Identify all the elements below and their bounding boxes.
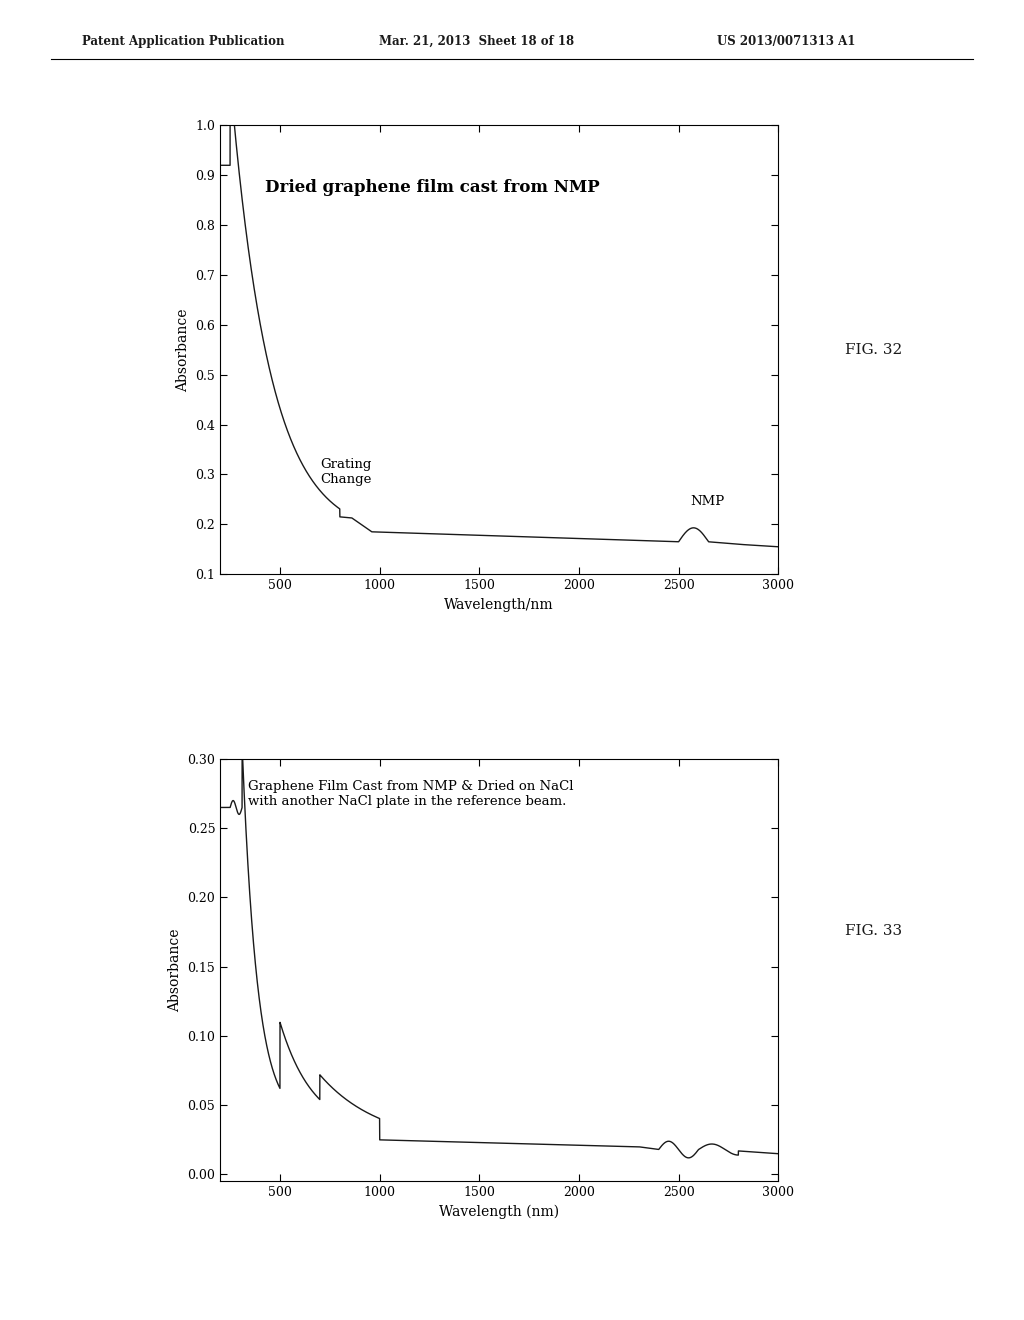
Text: Graphene Film Cast from NMP & Dried on NaCl
with another NaCl plate in the refer: Graphene Film Cast from NMP & Dried on N… bbox=[248, 780, 573, 808]
Text: US 2013/0071313 A1: US 2013/0071313 A1 bbox=[717, 34, 855, 48]
Text: Dried graphene film cast from NMP: Dried graphene film cast from NMP bbox=[265, 180, 599, 197]
Text: Mar. 21, 2013  Sheet 18 of 18: Mar. 21, 2013 Sheet 18 of 18 bbox=[379, 34, 574, 48]
Text: Patent Application Publication: Patent Application Publication bbox=[82, 34, 285, 48]
Text: FIG. 32: FIG. 32 bbox=[845, 343, 902, 356]
Text: FIG. 33: FIG. 33 bbox=[845, 924, 902, 937]
X-axis label: Wavelength (nm): Wavelength (nm) bbox=[439, 1205, 559, 1220]
Y-axis label: Absorbance: Absorbance bbox=[176, 308, 189, 392]
Text: NMP: NMP bbox=[690, 495, 725, 508]
Y-axis label: Absorbance: Absorbance bbox=[168, 928, 182, 1012]
Text: Grating
Change: Grating Change bbox=[319, 458, 371, 486]
X-axis label: Wavelength/nm: Wavelength/nm bbox=[444, 598, 554, 611]
